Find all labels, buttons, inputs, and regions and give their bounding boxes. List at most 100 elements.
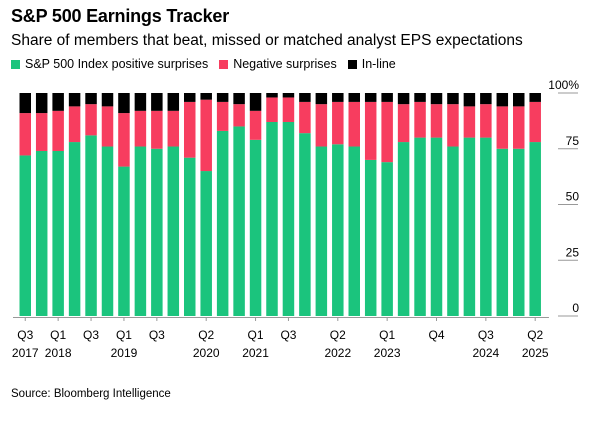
bar-segment-negative xyxy=(233,104,245,127)
bar-segment-positive xyxy=(118,166,130,316)
bar-segment-inline xyxy=(447,93,459,105)
stacked-bar-chart: Q3 2017 Q1 2018 Q3 Q1 2019 Q3 Q2 2020 Q1 2021 Q3 Q2 20… xyxy=(12,78,580,360)
bar-segment-negative xyxy=(529,101,541,143)
bar-segment-inline xyxy=(101,93,114,107)
bar-segment-positive xyxy=(513,148,525,316)
bar-segment-negative xyxy=(381,101,393,163)
legend: S&P 500 Index positive surprises Negativ… xyxy=(11,57,407,71)
x-tick-label-year: 2018 xyxy=(45,346,72,360)
bar-segment-negative xyxy=(85,104,97,136)
bar-segment-positive xyxy=(266,121,278,317)
bar-segment-positive xyxy=(282,121,295,317)
bar-segment-negative xyxy=(397,104,410,143)
x-tick-label-year: 2017 xyxy=(12,346,39,360)
bar-segment-inline xyxy=(85,93,97,105)
bar-segment-negative xyxy=(282,97,295,122)
x-tick-label-quarter: Q4 xyxy=(428,328,444,342)
bar-segment-inline xyxy=(513,93,525,107)
bar-segment-inline xyxy=(299,93,311,102)
bar-segment-inline xyxy=(397,93,410,105)
x-tick-label-quarter: Q3 xyxy=(149,328,165,342)
bar-segment-inline xyxy=(167,93,180,111)
bar-segment-inline xyxy=(364,93,377,102)
bar-segment-positive xyxy=(19,155,31,316)
x-tick-label-quarter: Q3 xyxy=(280,328,296,342)
bar-segment-positive xyxy=(480,137,492,316)
legend-item-negative: Negative surprises xyxy=(219,57,337,71)
bar-segment-negative xyxy=(447,104,459,147)
chart-subtitle: Share of members that beat, missed or ma… xyxy=(11,32,523,49)
legend-swatch-negative xyxy=(219,59,229,69)
bar-segment-inline xyxy=(134,93,147,111)
bar-segment-positive xyxy=(315,146,328,316)
x-tick-label-quarter: Q3 xyxy=(83,328,99,342)
bar-segment-negative xyxy=(414,101,426,138)
bar-segment-negative xyxy=(167,110,180,147)
bar-segment-inline xyxy=(332,93,344,102)
bar-segment-negative xyxy=(216,101,229,131)
x-tick-label-quarter: Q1 xyxy=(248,328,264,342)
bar-segment-positive xyxy=(414,137,426,316)
bar-segment-inline xyxy=(151,93,163,111)
bar-segment-positive xyxy=(35,150,48,316)
bar-segment-inline xyxy=(496,93,509,107)
bar-segment-inline xyxy=(118,93,130,114)
bar-segment-negative xyxy=(151,110,163,149)
bar-segment-negative xyxy=(134,110,147,147)
bar-segment-positive xyxy=(184,157,196,316)
bar-segment-inline xyxy=(430,93,443,105)
bar-segment-positive xyxy=(200,171,212,316)
bar-segment-inline xyxy=(216,93,229,102)
bar-segment-inline xyxy=(480,93,492,105)
legend-swatch-inline xyxy=(347,59,357,69)
bar-segment-inline xyxy=(282,93,295,98)
x-tick-label-quarter: Q1 xyxy=(116,328,132,342)
legend-item-inline: In-line xyxy=(347,57,396,71)
bar-segment-negative xyxy=(348,101,360,147)
y-tick-label: 75 xyxy=(566,134,580,148)
y-tick-label: 25 xyxy=(566,245,580,259)
bar-segment-inline xyxy=(200,93,212,100)
bar-segment-inline xyxy=(233,93,245,105)
x-tick-label-year: 2021 xyxy=(242,346,269,360)
y-tick-label: 50 xyxy=(566,190,580,204)
bar-segment-positive xyxy=(381,162,393,316)
legend-label-positive: S&P 500 Index positive surprises xyxy=(25,57,209,71)
bar-segment-positive xyxy=(68,142,81,316)
x-tick-label-year: 2023 xyxy=(374,346,401,360)
bar-segment-inline xyxy=(52,93,64,111)
bar-segment-inline xyxy=(348,93,360,102)
legend-swatch-positive xyxy=(11,59,20,69)
bar-segment-negative xyxy=(200,99,212,172)
bar-segment-positive xyxy=(233,126,245,316)
x-tick-label-year: 2024 xyxy=(472,346,499,360)
x-tick-label-year: 2019 xyxy=(111,346,138,360)
bar-segment-positive xyxy=(216,130,229,316)
bar-segment-negative xyxy=(463,106,476,138)
bar-segment-positive xyxy=(447,146,459,316)
bar-segment-negative xyxy=(496,106,509,149)
bar-segment-positive xyxy=(332,144,344,316)
bar-segment-negative xyxy=(249,110,262,140)
bar-segment-positive xyxy=(151,148,163,316)
bar-segment-negative xyxy=(52,110,64,151)
bar-segment-inline xyxy=(184,93,196,102)
bar-segment-positive xyxy=(299,133,311,316)
x-tick-label-quarter: Q1 xyxy=(379,328,395,342)
bar-segment-positive xyxy=(85,135,97,316)
x-tick-label-quarter: Q3 xyxy=(478,328,494,342)
bar-segment-negative xyxy=(315,104,328,147)
bar-segment-inline xyxy=(463,93,476,107)
x-tick-label-quarter: Q2 xyxy=(330,328,346,342)
y-tick-label: 0 xyxy=(572,301,579,315)
legend-item-positive: S&P 500 Index positive surprises xyxy=(11,57,208,71)
x-tick-label-year: 2022 xyxy=(324,346,351,360)
bar-segment-negative xyxy=(480,104,492,138)
y-tick-label: 100% xyxy=(548,78,579,92)
bar-segment-positive xyxy=(101,146,114,316)
bar-segment-negative xyxy=(184,101,196,158)
bar-segment-negative xyxy=(364,101,377,160)
bar-segment-positive xyxy=(167,146,180,316)
x-tick-label-quarter: Q3 xyxy=(17,328,33,342)
bar-segment-positive xyxy=(52,150,64,316)
